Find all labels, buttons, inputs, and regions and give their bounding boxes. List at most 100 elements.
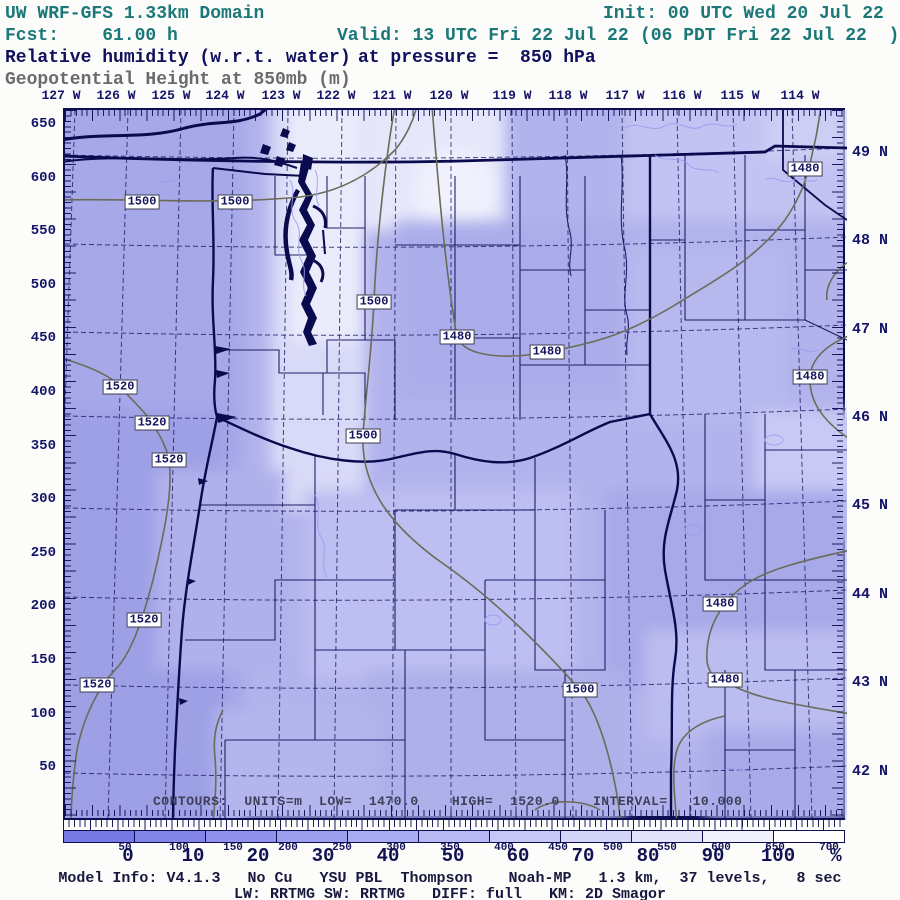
tick-label: 450	[30, 330, 56, 346]
tick-label: 400	[494, 842, 514, 854]
sound-arms	[283, 188, 327, 283]
tick-label: 650	[30, 116, 56, 132]
tick-label: 47 N	[852, 321, 889, 338]
tick-label: 117 W	[605, 88, 645, 103]
tick-label: 0	[122, 845, 134, 867]
tick-label: 116 W	[662, 88, 702, 103]
model-domain-title: UW WRF-GFS 1.33km Domain	[5, 4, 265, 24]
tick-label: 20	[246, 845, 270, 867]
tick-label: 300	[30, 491, 56, 507]
forecast-hour: Fcst: 61.00 h	[5, 26, 178, 46]
contour-label: 1480	[529, 344, 565, 360]
tick-label: 550	[657, 842, 677, 854]
tick-label: 119 W	[492, 88, 532, 103]
colorbar-segment	[347, 831, 418, 842]
contour-label: 1520	[151, 452, 187, 468]
colorbar-ruler	[63, 818, 845, 830]
pressure-level: at pressure = 850 hPa	[358, 48, 596, 68]
tick-label: 150	[30, 652, 56, 668]
tick-label: 127 W	[41, 88, 81, 103]
contour-label: 1500	[217, 194, 253, 210]
contour-label: 1520	[79, 677, 115, 693]
tick-label: 700	[819, 842, 839, 854]
colorbar-segment	[773, 831, 844, 842]
field-title: Relative humidity (w.r.t. water)	[5, 48, 351, 68]
contour-label: 1500	[562, 682, 598, 698]
puget-sound	[179, 128, 317, 705]
tick-label: %	[830, 845, 842, 867]
tick-label: 250	[332, 842, 352, 854]
tick-label: 600	[30, 170, 56, 186]
tick-label: 300	[386, 842, 406, 854]
contour-label: 1520	[102, 379, 138, 395]
colorbar-segment	[489, 831, 560, 842]
colorbar-segment	[560, 831, 631, 842]
tick-label: 45 N	[852, 497, 889, 514]
tick-label: 48 N	[852, 232, 889, 249]
tick-label: 50	[118, 842, 132, 854]
tick-label: 44 N	[852, 586, 889, 603]
tick-label: 650	[765, 842, 785, 854]
tick-label: 121 W	[372, 88, 412, 103]
contour-label: 1480	[702, 596, 738, 612]
colorbar-segment	[205, 831, 276, 842]
tick-label: 114 W	[780, 88, 820, 103]
tick-label: 250	[30, 545, 56, 561]
tick-label: 42 N	[852, 763, 889, 780]
tick-label: 10	[181, 845, 205, 867]
tick-label: 46 N	[852, 409, 889, 426]
contour-label: 1480	[439, 329, 475, 345]
tick-label: 49 N	[852, 144, 889, 161]
tick-label: 100	[760, 845, 796, 867]
terrain-detail	[154, 123, 819, 773]
footer-model-info: Model Info: V4.1.3 No Cu YSU PBL Thompso…	[58, 870, 842, 887]
tick-label: 500	[603, 842, 623, 854]
tick-label: 100	[169, 842, 189, 854]
colorbar-segment	[418, 831, 489, 842]
colorbar-segment	[702, 831, 773, 842]
tick-label: 450	[548, 842, 568, 854]
graticule	[65, 110, 847, 820]
colorbar-segment	[64, 831, 134, 842]
contour-info-text: CONTOURS: UNITS=m LOW= 1470.0 HIGH= 1520…	[153, 794, 743, 809]
tick-label: 550	[30, 223, 56, 239]
rh-shading	[65, 110, 847, 820]
valid-time-utc: Valid: 13 UTC Fri 22 Jul 22	[337, 26, 629, 46]
contour-label: 1480	[707, 672, 743, 688]
tick-label: 200	[278, 842, 298, 854]
valid-time-local: (06 PDT Fri 22 Jul 22 )	[640, 26, 900, 46]
contour-label: 1480	[792, 369, 828, 385]
tick-label: 60	[506, 845, 530, 867]
contour-label: 1500	[356, 294, 392, 310]
tick-label: 126 W	[96, 88, 136, 103]
colorbar	[63, 830, 845, 843]
tick-label: 80	[636, 845, 660, 867]
contour-label: 1500	[124, 194, 160, 210]
tick-label: 30	[311, 845, 335, 867]
county-lines	[185, 154, 847, 820]
tick-label: 200	[30, 598, 56, 614]
tick-label: 123 W	[261, 88, 301, 103]
tick-label: 600	[711, 842, 731, 854]
contour-label: 1480	[787, 161, 823, 177]
tick-label: 124 W	[205, 88, 245, 103]
tick-label: 100	[30, 706, 56, 722]
tick-label: 350	[440, 842, 460, 854]
tick-label: 40	[376, 845, 400, 867]
height-field-title: Geopotential Height at 850mb (m)	[5, 70, 351, 90]
contour-label: 1520	[134, 415, 170, 431]
tick-label: 70	[571, 845, 595, 867]
tick-label: 400	[30, 384, 56, 400]
tick-label: 50	[39, 759, 56, 775]
tick-label: 125 W	[151, 88, 191, 103]
map-canvas	[65, 110, 847, 820]
footer-physics-info: LW: RRTMG SW: RRTMG DIFF: full KM: 2D Sm…	[233, 886, 667, 900]
tick-label: 150	[223, 842, 243, 854]
tick-label: 500	[30, 277, 56, 293]
contour-label: 1520	[126, 612, 162, 628]
tick-label: 350	[30, 438, 56, 454]
colorbar-segment	[134, 831, 205, 842]
tick-label: 50	[441, 845, 465, 867]
tick-label: 115 W	[720, 88, 760, 103]
